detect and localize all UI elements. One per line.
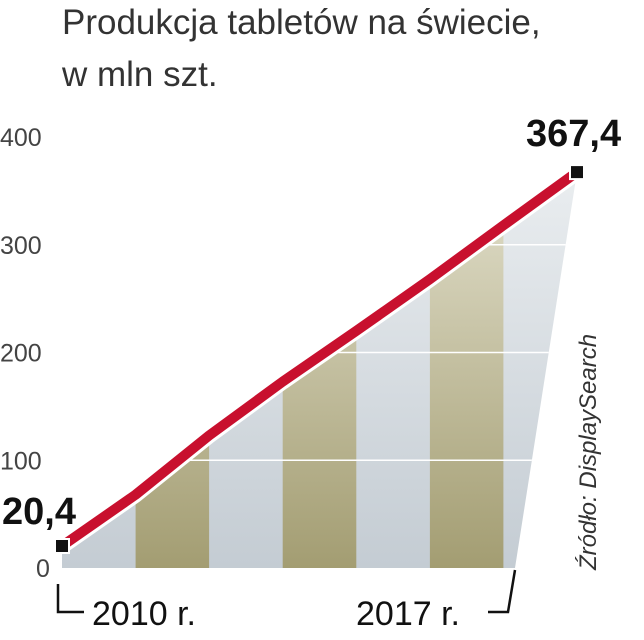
band-1 — [135, 172, 210, 568]
y-tick-300: 300 — [0, 232, 42, 260]
source-note: Źródło: DisplaySearch — [575, 334, 602, 571]
series-line-path — [57, 167, 582, 551]
band-5 — [429, 172, 504, 568]
y-tick-200: 200 — [0, 340, 42, 368]
x-label-end: 2017 r. — [356, 595, 460, 633]
chart-subtitle: w mln szt. — [61, 55, 218, 94]
data-label-start: 20,4 — [2, 491, 76, 533]
chart-title: Produkcja tabletów na świecie, — [62, 3, 541, 42]
x-axis-bracket — [56, 569, 517, 614]
band-2 — [209, 172, 284, 568]
endpoint-markers — [54, 164, 585, 554]
x-label-start: 2010 r. — [92, 595, 196, 633]
y-tick-0: 0 — [36, 555, 50, 583]
y-axis: 0 100 200 300 400 — [0, 124, 50, 583]
band-4 — [356, 172, 431, 568]
series-line — [54, 164, 585, 554]
y-tick-100: 100 — [0, 447, 42, 475]
y-tick-400: 400 — [0, 124, 42, 152]
marker-start — [54, 538, 70, 554]
marker-end — [569, 164, 585, 181]
data-label-end: 367,4 — [526, 113, 621, 155]
